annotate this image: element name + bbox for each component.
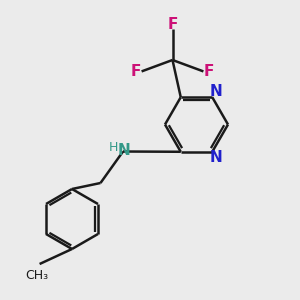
Text: F: F xyxy=(167,17,178,32)
Text: F: F xyxy=(131,64,141,79)
Text: F: F xyxy=(204,64,214,79)
Text: CH₃: CH₃ xyxy=(25,269,48,282)
Text: N: N xyxy=(118,143,130,158)
Text: H: H xyxy=(109,141,118,154)
Text: N: N xyxy=(209,150,222,165)
Text: N: N xyxy=(209,84,222,99)
